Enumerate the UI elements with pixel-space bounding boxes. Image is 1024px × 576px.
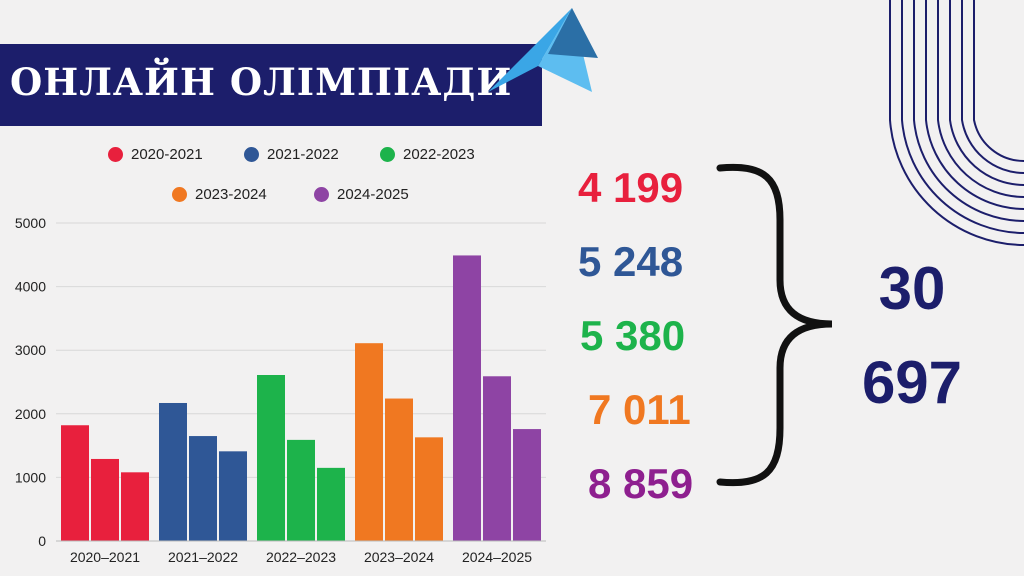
curly-brace (716, 163, 833, 487)
total-2021-2022: 5 248 (578, 238, 684, 285)
total-2020-2021: 4 199 (578, 164, 684, 211)
legend-marker (380, 147, 395, 162)
paper-plane-icon (488, 8, 598, 92)
page-title: ОНЛАЙН ОЛІМПІАДИ (10, 60, 513, 104)
bar (317, 467, 345, 541)
total-2024-2025: 8 859 (588, 460, 694, 507)
legend-label: 2023-2024 (195, 186, 267, 203)
bar (159, 402, 187, 541)
x-tick-label: 2020–2021 (70, 549, 140, 565)
y-tick-label: 4000 (15, 279, 46, 295)
bar (483, 376, 511, 541)
x-tick-label: 2023–2024 (364, 549, 434, 565)
y-tick-label: 5000 (15, 215, 46, 231)
bar (415, 437, 443, 541)
legend-item-2022-2023: 2022-2023 (380, 146, 475, 163)
grand-total-line1: 30 (878, 255, 946, 322)
legend-marker (314, 187, 329, 202)
legend-item-2024-2025: 2024-2025 (314, 186, 409, 203)
legend-label: 2021-2022 (267, 146, 339, 163)
legend-item-2020-2021: 2020-2021 (108, 146, 203, 163)
bar (257, 375, 285, 541)
x-tick-label: 2021–2022 (168, 549, 238, 565)
bar (219, 451, 247, 541)
grand-total-line2: 697 (861, 349, 963, 416)
legend-label: 2020-2021 (131, 146, 203, 163)
legend-marker (244, 147, 259, 162)
total-2022-2023: 5 380 (580, 312, 686, 359)
legend-item-2023-2024: 2023-2024 (172, 186, 267, 203)
y-tick-label: 2000 (15, 406, 46, 422)
total-2023-2024: 7 011 (588, 386, 691, 433)
x-tick-label: 2024–2025 (462, 549, 532, 565)
y-tick-label: 0 (38, 533, 46, 549)
bar (61, 425, 89, 541)
bar (355, 343, 383, 541)
y-tick-label: 3000 (15, 342, 46, 358)
legend-marker (172, 187, 187, 202)
bar (189, 436, 217, 541)
title-banner (0, 44, 542, 126)
bar (287, 439, 315, 541)
legend-item-2021-2022: 2021-2022 (244, 146, 339, 163)
bar (121, 472, 149, 541)
legend-label: 2022-2023 (403, 146, 475, 163)
bar-chart: 0 1000 2000 3000 4000 5000 2020–2021 2021–2022 2… (15, 215, 546, 565)
legend-label: 2024-2025 (337, 186, 409, 203)
decorative-arcs (889, 0, 1024, 246)
y-tick-label: 1000 (15, 469, 46, 485)
bar (453, 255, 481, 541)
legend-marker (108, 147, 123, 162)
x-tick-label: 2022–2023 (266, 549, 336, 565)
bar (513, 429, 541, 541)
bar (91, 458, 119, 541)
bar (385, 398, 413, 541)
